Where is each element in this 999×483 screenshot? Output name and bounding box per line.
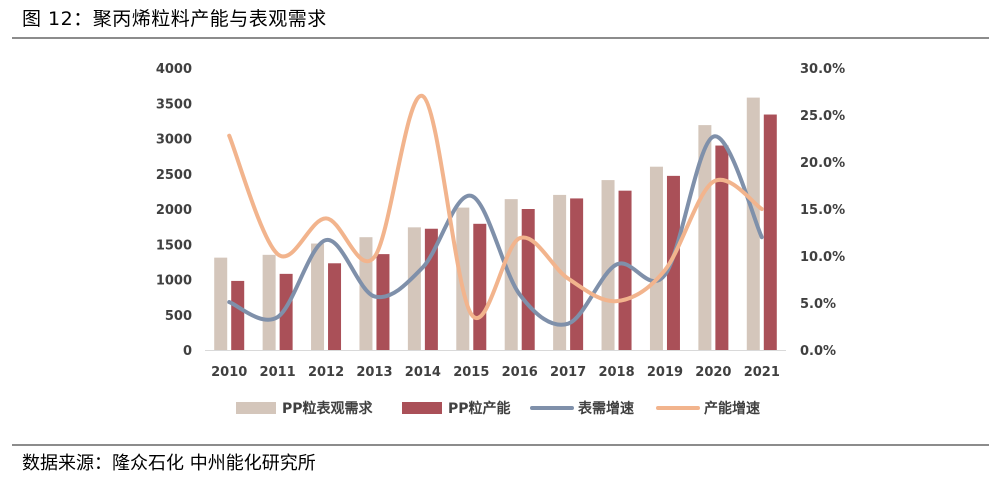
- x-tick-label: 2012: [308, 365, 344, 380]
- legend-capacity-growth-label: 产能增速: [704, 400, 760, 417]
- demand-bar: [407, 227, 421, 350]
- legend-demand-swatch: [236, 402, 276, 414]
- x-tick-label: 2017: [550, 365, 586, 380]
- bottom-rule: [12, 444, 989, 446]
- chart: 0 500 1000 1500 2000 2500 3000 3500 4000 0.0% 5.0%…: [156, 62, 845, 417]
- y-left-tick-label: 2000: [156, 203, 192, 218]
- legend-capacity-label: PP粒产能: [448, 400, 511, 417]
- capacity-bar: [618, 190, 632, 350]
- y-left-tick-label: 0: [183, 344, 192, 359]
- x-tick-label: 2014: [405, 365, 441, 380]
- y-right-tick-label: 15.0%: [800, 203, 845, 218]
- x-tick-label: 2020: [695, 365, 731, 380]
- capacity-bar: [231, 280, 245, 350]
- figure-title: 图 12：聚丙烯粒料产能与表观需求: [22, 8, 327, 30]
- y-left-tick-label: 1500: [156, 238, 192, 253]
- demand-bar: [746, 97, 760, 350]
- demand-growth-line: [227, 134, 764, 327]
- demand-bar: [698, 125, 712, 350]
- demand-bar: [214, 257, 228, 350]
- capacity-bar: [666, 175, 680, 350]
- y-left-tick-label: 500: [165, 309, 192, 324]
- demand-bar: [359, 237, 373, 350]
- capacity-bar: [279, 273, 293, 350]
- y-left-tick-label: 3500: [156, 97, 192, 112]
- legend-capacity-swatch: [402, 402, 442, 414]
- y-right-tick-label: 30.0%: [800, 62, 845, 77]
- y-left-tick-label: 3000: [156, 133, 192, 148]
- y-left-tick-label: 4000: [156, 62, 192, 77]
- x-tick-label: 2016: [502, 365, 538, 380]
- y-left-tick-label: 2500: [156, 168, 192, 183]
- capacity-bar: [376, 254, 390, 350]
- x-tick-label: 2018: [598, 365, 634, 380]
- legend-demand-growth-label: 表需增速: [577, 400, 634, 417]
- x-tick-label: 2015: [453, 365, 489, 380]
- demand-bar: [601, 180, 615, 350]
- capacity-bar: [763, 114, 777, 350]
- y-right-tick-label: 20.0%: [800, 156, 845, 171]
- capacity-bar: [473, 223, 487, 350]
- x-tick-label: 2013: [356, 365, 392, 380]
- y-right-tick-label: 25.0%: [800, 109, 845, 124]
- y-left-tick-label: 1000: [156, 274, 192, 289]
- top-rule: [12, 37, 989, 39]
- legend-demand-label: PP粒表观需求: [282, 400, 374, 417]
- y-right-tick-label: 0.0%: [800, 344, 836, 359]
- demand-bar: [456, 207, 470, 350]
- y-right-tick-label: 10.0%: [800, 250, 845, 265]
- source-note: 数据来源：隆众石化 中州能化研究所: [22, 453, 316, 474]
- x-tick-label: 2010: [211, 365, 247, 380]
- capacity-bar: [570, 198, 584, 350]
- capacity-growth-line: [227, 94, 764, 320]
- capacity-bar: [715, 145, 729, 350]
- y-right-tick-label: 5.0%: [800, 297, 836, 312]
- capacity-bar: [328, 263, 342, 350]
- x-tick-label: 2011: [260, 365, 296, 380]
- x-tick-label: 2021: [744, 365, 780, 380]
- demand-bar: [311, 243, 325, 350]
- demand-bar: [262, 254, 276, 350]
- demand-bar: [649, 166, 663, 350]
- x-tick-label: 2019: [647, 365, 683, 380]
- capacity-bar: [521, 209, 535, 350]
